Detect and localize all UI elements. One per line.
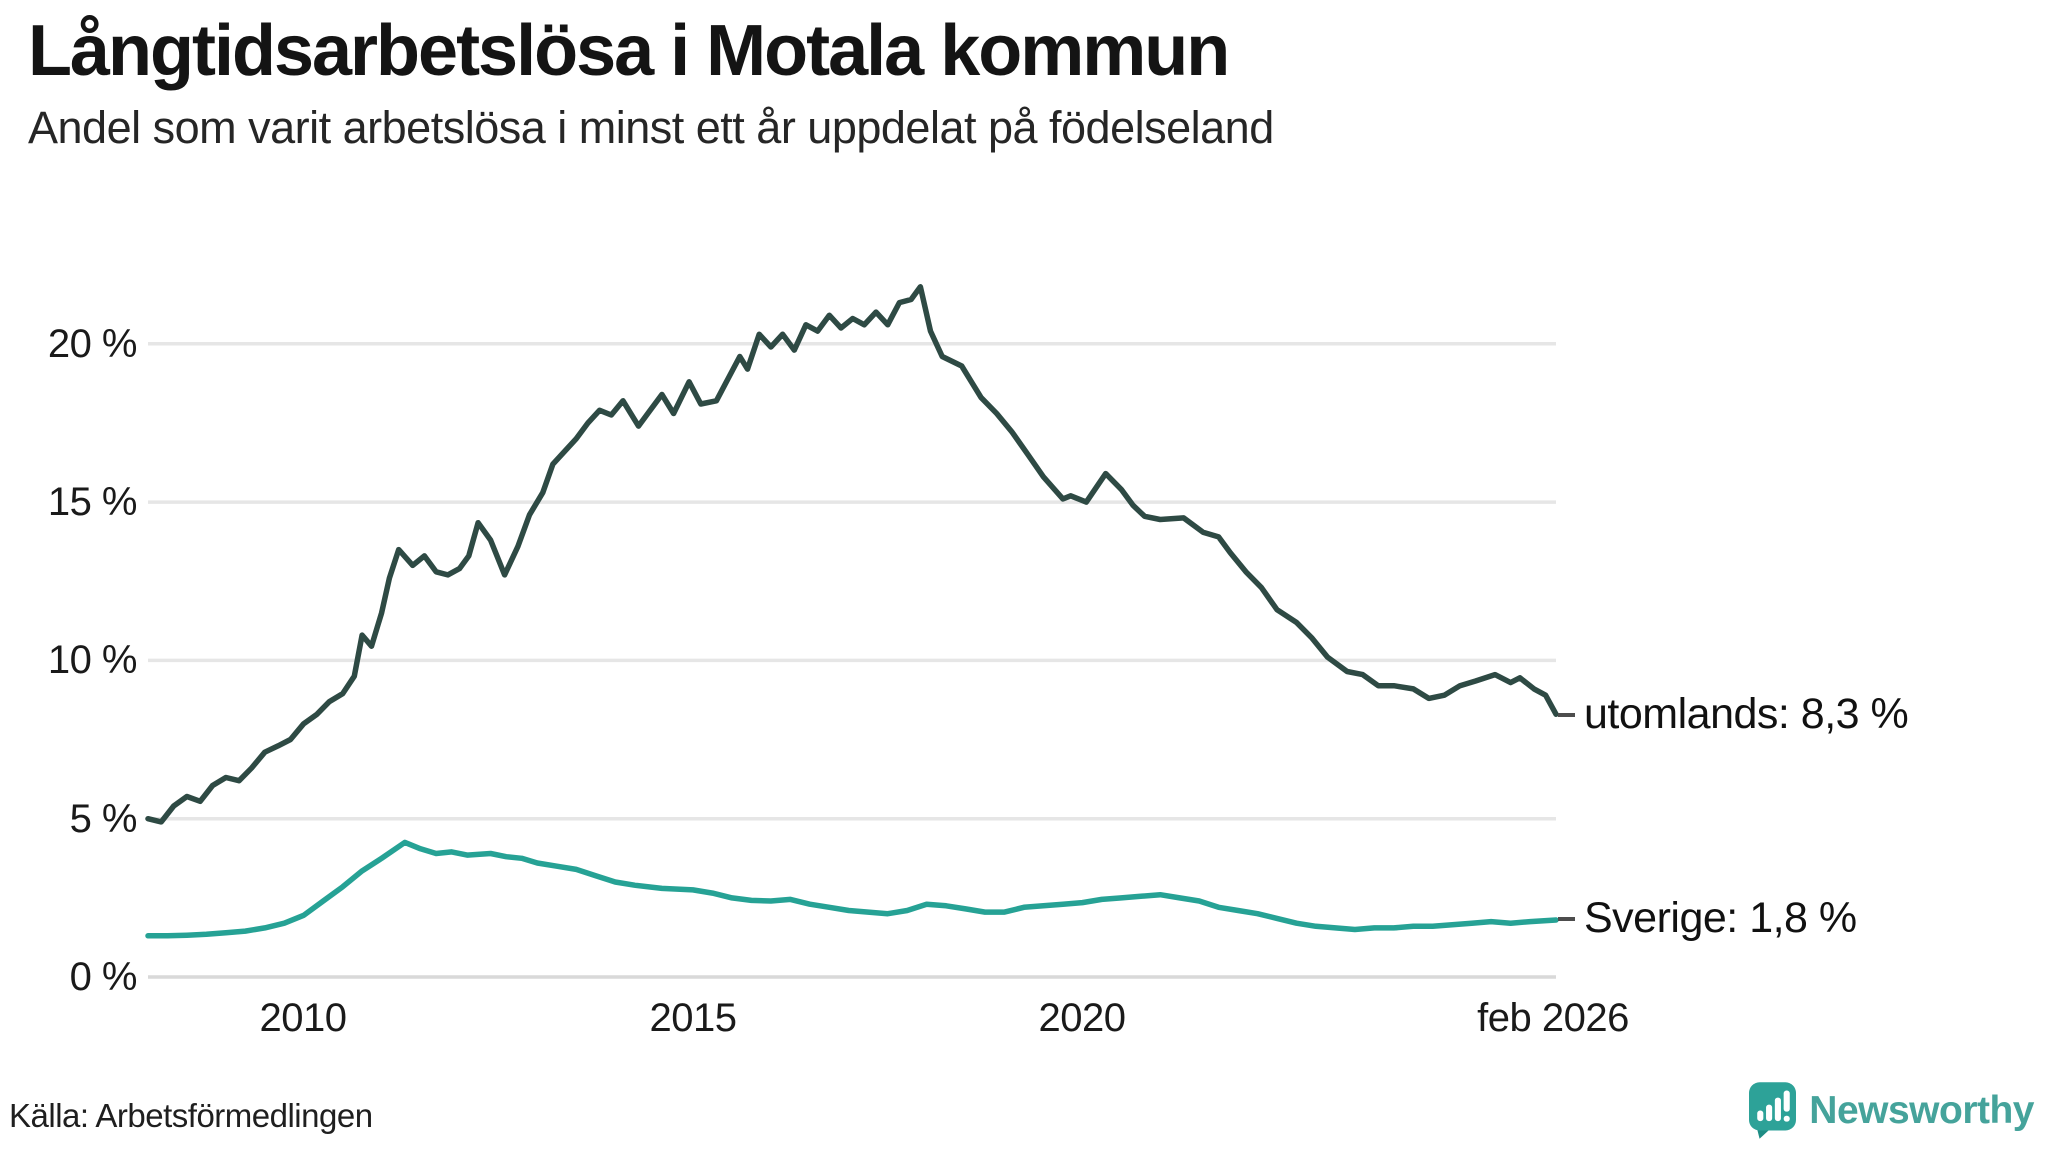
newsworthy-logo-icon	[1749, 1082, 1797, 1139]
y-tick-label-0: 0 %	[69, 955, 138, 999]
label-connector-dash	[1558, 712, 1575, 717]
series-end-label-sverige: Sverige: 1,8 %	[1558, 894, 1857, 943]
newsworthy-logo-text: Newsworthy	[1809, 1088, 2034, 1132]
chart-title: Långtidsarbetslösa i Motala kommun	[28, 11, 1230, 91]
series-line-sverige	[145, 839, 1559, 939]
y-tick-label-15: 15 %	[47, 480, 138, 524]
x-tick-label-2020: 2020	[1038, 996, 1126, 1040]
newsworthy-logo: Newsworthy	[1749, 1082, 2034, 1139]
series-line-utomlands	[145, 284, 1559, 825]
x-tick-label-feb-2026: feb 2026	[1477, 996, 1629, 1040]
chart-subtitle: Andel som varit arbetslösa i minst ett å…	[28, 102, 1274, 153]
source-note: Källa: Arbetsförmedlingen	[9, 1097, 373, 1134]
series-end-label-text: utomlands: 8,3 %	[1584, 690, 1909, 738]
series-end-label-utomlands: utomlands: 8,3 %	[1558, 690, 1909, 739]
x-tick-label-2010: 2010	[259, 996, 347, 1040]
label-connector-dash	[1558, 916, 1575, 921]
x-tick-label-2015: 2015	[649, 996, 737, 1040]
y-tick-label-10: 10 %	[47, 638, 138, 682]
y-tick-label-20: 20 %	[47, 322, 138, 366]
y-tick-label-5: 5 %	[69, 797, 138, 841]
series-end-label-text: Sverige: 1,8 %	[1584, 894, 1857, 942]
